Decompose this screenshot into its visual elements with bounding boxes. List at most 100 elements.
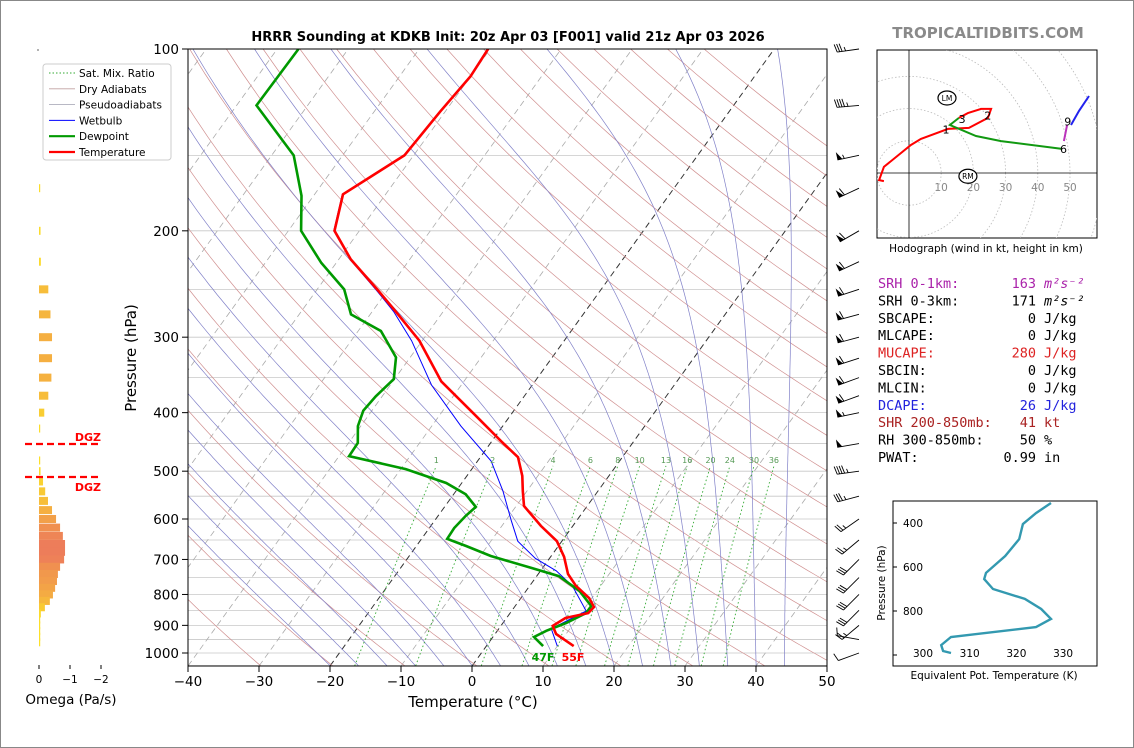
isotherm — [400, 73, 827, 666]
stat-value: 163 — [1012, 276, 1036, 292]
x-tick-label: −10 — [387, 674, 416, 690]
dry-adiabat — [189, 49, 827, 622]
thetae-profile — [939, 502, 1053, 655]
omega-bar — [39, 531, 63, 540]
stats-table: SRH 0-1km: 163 m²s⁻² SRH 0-3km: 171 m²s⁻² SBCA… — [878, 276, 1085, 466]
watermark-logo: TROPICALTIDBITS.COM — [892, 24, 1084, 42]
dry-adiabat — [188, 409, 477, 666]
mixing-ratio-line — [653, 465, 711, 666]
omega-bar — [39, 487, 46, 496]
dewpoint-profile — [254, 49, 593, 648]
omega-bar — [39, 354, 53, 363]
thetae-x-tick-label: 320 — [1006, 648, 1026, 660]
omega-bar — [39, 621, 41, 630]
skewt-plot-area — [188, 49, 827, 666]
mixing-ratio-line — [604, 465, 667, 666]
wind-barb — [835, 261, 860, 272]
moist-adiabat — [188, 126, 587, 666]
hodograph-trace — [947, 117, 1062, 150]
moist-adiabat — [254, 49, 643, 666]
dry-adiabat — [188, 471, 405, 666]
omega-bar — [39, 627, 41, 636]
omega-bar — [39, 583, 56, 592]
hodograph-trace — [1070, 95, 1090, 126]
stat-unit: J/kg — [1044, 311, 1077, 327]
x-axis-label: Temperature (°C) — [407, 693, 537, 711]
y-tick-label: 400 — [153, 406, 179, 422]
legend-label: Sat. Mix. Ratio — [79, 68, 155, 80]
stat-label: SHR 200-850mb: — [878, 415, 992, 431]
isotherm — [188, 49, 633, 666]
omega-bar — [39, 555, 65, 564]
omega-bar — [39, 632, 41, 641]
omega-bar — [39, 184, 41, 193]
height-label: 9 — [1064, 115, 1071, 128]
wind-barb — [833, 98, 860, 108]
stat-value: 41 — [1020, 415, 1036, 431]
omega-bar — [39, 285, 49, 294]
thetae-frame — [892, 500, 1098, 667]
wind-barb — [833, 652, 860, 661]
wind-barb — [836, 627, 860, 640]
stat-value: 0.99 — [1003, 450, 1036, 466]
stat-label: SRH 0-1km: — [878, 276, 959, 292]
omega-bar — [39, 257, 41, 266]
wind-barb — [835, 230, 860, 243]
omega-bar — [39, 540, 66, 549]
stat-unit: J/kg — [1044, 398, 1077, 414]
wetbulb-profile — [333, 49, 587, 647]
y-tick-label: 500 — [153, 464, 179, 480]
isotherm — [329, 49, 775, 666]
thetae-x-tick-label: 330 — [1053, 648, 1073, 660]
stat-unit: in — [1044, 450, 1060, 466]
omega-axis-label: Omega (Pa/s) — [25, 692, 116, 708]
stat-unit: J/kg — [1044, 380, 1077, 396]
isotherm — [188, 49, 349, 273]
moist-adiabat — [426, 49, 700, 666]
wind-barb — [836, 610, 860, 627]
omega-bar — [39, 603, 45, 612]
hodograph-area — [877, 50, 1097, 238]
stat-value: 0 — [1028, 380, 1036, 396]
x-tick-label: 50 — [818, 674, 835, 690]
dry-adiabat — [520, 49, 827, 302]
wind-barb — [835, 152, 860, 161]
hodograph-tick-label: 20 — [967, 182, 980, 194]
height-label: 3 — [959, 113, 966, 126]
isotherm — [542, 270, 827, 666]
hodograph-tick-label: 30 — [999, 182, 1012, 194]
thetae-panel: 400 600 800 300 310 320 330 — [892, 500, 1098, 667]
wind-barbs — [833, 43, 860, 661]
stat-unit: m²s⁻² — [1043, 293, 1085, 309]
mixing-ratio-label: 6 — [588, 456, 593, 465]
y-tick-label: 300 — [153, 330, 179, 346]
mixing-ratio-line — [700, 465, 755, 666]
mixing-ratio-line — [627, 465, 688, 666]
omega-bar — [39, 333, 53, 342]
moist-adiabat — [188, 463, 388, 666]
isotherm — [188, 49, 491, 470]
omega-bar — [39, 609, 41, 618]
stat-label: MLCAPE: — [878, 328, 935, 344]
wind-barb — [835, 355, 860, 366]
omega-bar — [39, 310, 51, 319]
dry-adiabat — [262, 49, 827, 545]
omega-bar — [39, 467, 41, 476]
y-tick-label: 700 — [153, 552, 179, 568]
dry-adiabat — [188, 599, 261, 666]
mixing-ratio-label: 13 — [661, 456, 671, 465]
stat-value: 26 — [1020, 398, 1036, 414]
temperature-profile — [333, 49, 596, 648]
isotherm — [188, 49, 562, 569]
x-tick-label: −40 — [174, 674, 203, 690]
moist-adiabat — [546, 49, 729, 666]
wind-barb — [835, 287, 860, 297]
stat-value: 0 — [1028, 363, 1036, 379]
x-tick-label: 20 — [605, 674, 622, 690]
stat-unit: m²s⁻² — [1043, 276, 1085, 292]
stat-unit: J/kg — [1044, 346, 1077, 362]
dry-adiabat — [483, 49, 827, 335]
stat-value: 0 — [1028, 311, 1036, 327]
wind-barb — [836, 594, 860, 611]
